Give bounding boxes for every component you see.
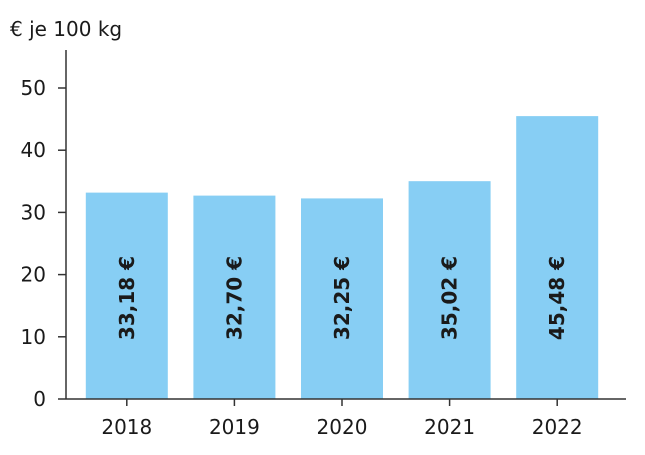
y-tick-label: 0 <box>33 387 46 411</box>
bar-2019 <box>193 195 276 399</box>
bar-2022 <box>516 116 599 399</box>
x-tick-label-2022: 2022 <box>532 415 583 439</box>
bar-2018 <box>85 192 168 399</box>
y-axis-ticks: 0 10 20 30 40 50 <box>21 76 66 411</box>
bars: 33,18 € 32,70 € 32,25 € 35,02 € 45,48 € <box>85 116 599 399</box>
y-tick-label: 20 <box>21 263 46 287</box>
x-tick-label-2021: 2021 <box>424 415 475 439</box>
y-tick-label: 50 <box>21 76 46 100</box>
bar-value-label-2020: 32,25 € <box>330 256 354 340</box>
x-tick-label-2018: 2018 <box>101 415 152 439</box>
y-tick-label: 30 <box>21 200 46 224</box>
bar-value-label-2022: 45,48 € <box>545 256 569 340</box>
y-tick-label: 10 <box>21 325 46 349</box>
x-axis-ticks: 2018 2019 2020 2021 2022 <box>101 399 583 439</box>
x-tick-label-2019: 2019 <box>209 415 260 439</box>
bar-2020 <box>301 198 383 399</box>
x-tick-label-2020: 2020 <box>317 415 368 439</box>
bar-value-label-2021: 35,02 € <box>438 256 462 340</box>
bar-value-label-2019: 32,70 € <box>222 256 246 340</box>
y-tick-label: 40 <box>21 138 46 162</box>
bar-2021 <box>408 181 491 399</box>
y-axis-label: € je 100 kg <box>10 17 122 41</box>
bar-value-label-2018: 33,18 € <box>115 256 139 340</box>
